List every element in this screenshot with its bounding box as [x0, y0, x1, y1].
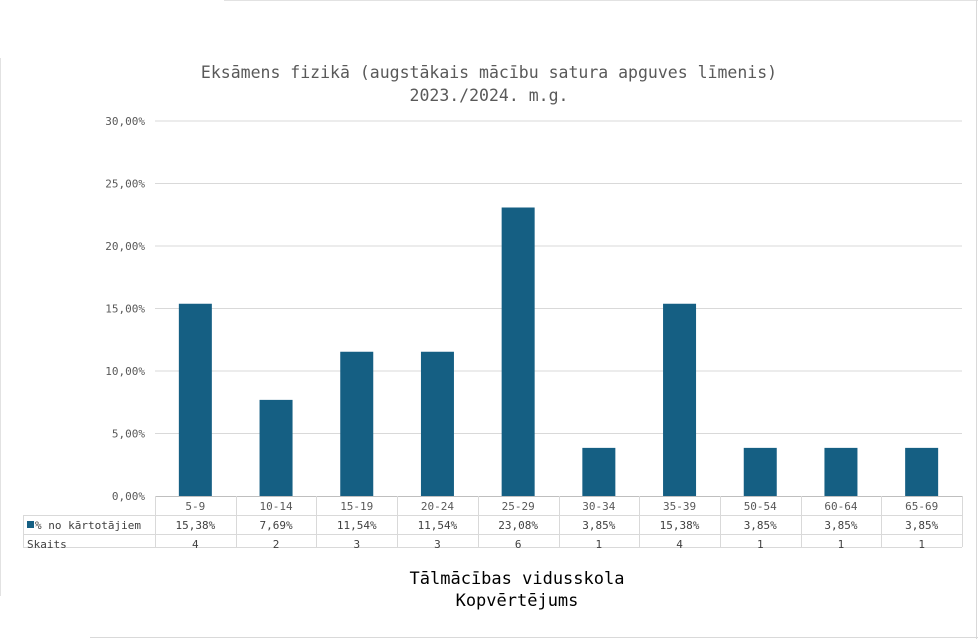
y-tick-label: 25,00% [105, 178, 145, 191]
y-tick-label: 30,00% [105, 115, 145, 128]
data-label: 3,85% [905, 519, 938, 532]
x-tick-label: 35-39 [663, 500, 696, 513]
table-cell: 4 [192, 538, 199, 551]
legend-key [27, 521, 34, 528]
bar [420, 351, 454, 496]
data-label: 3,85% [744, 519, 777, 532]
chart-title: Eksāmens fizikā (augstākais mācību satur… [200, 63, 778, 82]
page-edge-right [976, 0, 977, 639]
table-cell: 1 [757, 538, 764, 551]
x-tick-label: 5-9 [185, 500, 205, 513]
data-label: 11,54% [337, 519, 377, 532]
bar [259, 399, 293, 496]
bar [743, 447, 777, 496]
y-tick-label: 20,00% [105, 240, 145, 253]
bar [501, 207, 535, 496]
page-edge-bottom [90, 637, 978, 638]
y-tick-label: 15,00% [105, 303, 145, 316]
data-label: 3,85% [582, 519, 615, 532]
page-edge-left [0, 58, 1, 596]
footer-caption: Kopvērtējums [455, 591, 579, 611]
data-label: 3,85% [824, 519, 857, 532]
bar [824, 447, 858, 496]
bar [582, 447, 616, 496]
data-label: 11,54% [418, 519, 458, 532]
data-label: 15,38% [660, 519, 700, 532]
page-edge-top [224, 0, 978, 1]
table-cell: 4 [676, 538, 683, 551]
bar [340, 351, 374, 496]
bar [663, 303, 697, 496]
table-row-name: Skaits [27, 538, 67, 551]
x-tick-label: 65-69 [905, 500, 938, 513]
y-tick-label: 5,00% [112, 428, 145, 441]
data-label: 15,38% [175, 519, 215, 532]
x-tick-label: 10-14 [259, 500, 292, 513]
x-tick-label: 60-64 [824, 500, 857, 513]
table-cell: 3 [434, 538, 441, 551]
chart-subtitle: 2023./2024. m.g. [409, 86, 569, 105]
series-name: % no kārtotājiem [35, 519, 141, 532]
x-tick-label: 30-34 [582, 500, 615, 513]
x-tick-label: 20-24 [421, 500, 454, 513]
table-cell: 1 [838, 538, 845, 551]
data-label: 23,08% [498, 519, 538, 532]
table-cell: 6 [515, 538, 522, 551]
x-tick-label: 25-29 [502, 500, 535, 513]
footer-school-name: Tālmācības vidusskola [409, 569, 625, 589]
y-tick-label: 10,00% [105, 365, 145, 378]
data-label: 7,69% [259, 519, 292, 532]
table-cell: 3 [353, 538, 360, 551]
table-cell: 1 [918, 538, 925, 551]
x-tick-label: 15-19 [340, 500, 373, 513]
x-tick-label: 50-54 [744, 500, 777, 513]
bar [905, 447, 939, 496]
table-cell: 2 [273, 538, 280, 551]
table-cell: 1 [596, 538, 603, 551]
y-tick-label: 0,00% [112, 490, 145, 503]
bar [178, 303, 212, 496]
